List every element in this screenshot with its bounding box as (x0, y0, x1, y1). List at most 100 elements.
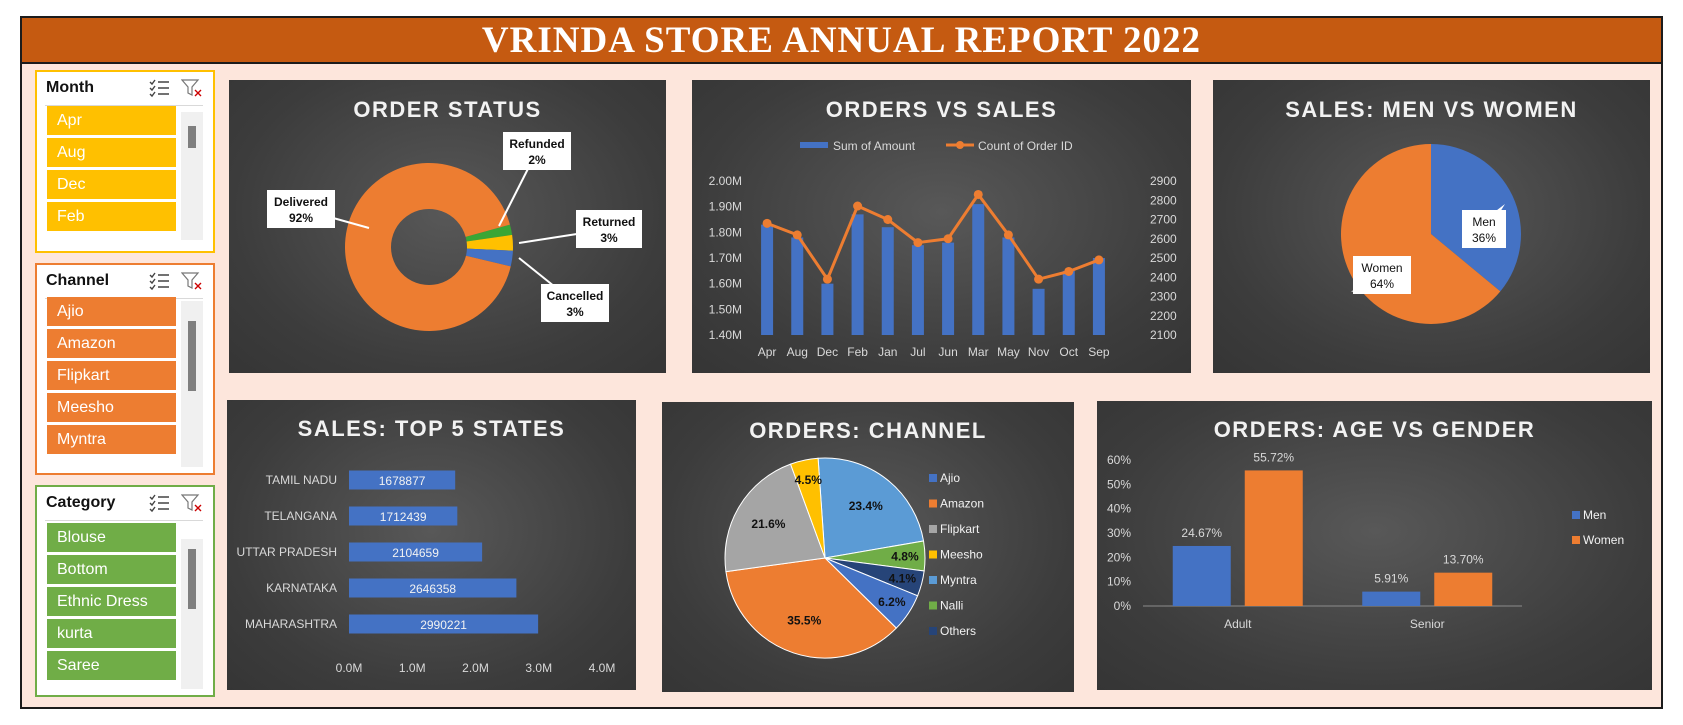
data-label: 1712439 (380, 510, 427, 524)
x-tick: Nov (1028, 345, 1049, 359)
y-left-tick: 1.40M (709, 328, 742, 342)
slicer-item-flipkart[interactable]: Flipkart (47, 361, 176, 390)
category-slicer: Category Blouse Bottom Ethnic Dress kurta Sa… (35, 485, 215, 697)
x-tick: Jan (878, 345, 897, 359)
slice-amazon (725, 557, 898, 659)
report-banner: VRINDA STORE ANNUAL REPORT 2022 (22, 18, 1661, 64)
chart-title: SALES: MEN VS WOMEN (1285, 97, 1578, 122)
channel-chart: 23.4% 4.8% 4.1% 6.2% 35.5% 21.6% 4.5% Ajio Amazo… (724, 457, 984, 659)
y-right-tick: 2700 (1150, 213, 1177, 227)
slicer-item-meesho[interactable]: Meesho (47, 393, 176, 422)
y-right-tick: 2200 (1150, 309, 1177, 323)
slicer-item-amazon[interactable]: Amazon (47, 329, 176, 358)
x-tick: 3.0M (525, 661, 552, 675)
y-tick-telangana: TELANGANA (264, 509, 337, 523)
y-left-tick: 2.00M (709, 174, 742, 188)
data-label: 24.67% (1181, 526, 1222, 540)
callout-box (1353, 256, 1411, 294)
bar-aug (791, 237, 804, 335)
y-tick: 60% (1107, 453, 1131, 467)
callout-box (576, 210, 642, 248)
slicer-item-bottom[interactable]: Bottom (47, 555, 176, 584)
month-slicer: Month Apr Aug Dec Feb (35, 70, 215, 253)
bar-mar (972, 204, 985, 335)
bar-adult-men (1172, 545, 1231, 606)
x-tick: Adult (1224, 617, 1252, 631)
line-point-feb (853, 201, 863, 211)
report-title: VRINDA STORE ANNUAL REPORT 2022 (481, 19, 1202, 61)
callout-box (503, 132, 571, 170)
data-label-value: 2% (528, 153, 546, 167)
data-label: 13.70% (1443, 553, 1484, 567)
age-gender-chart: 0% 10% 20% 30% 40% 50% 60% 24.67% 55.72% Adult 5.9… (1107, 450, 1624, 631)
orders-vs-sales-chart: Sum of Amount Count of Order ID 1.40M 1.50M… (709, 139, 1177, 359)
multi-select-icon[interactable] (149, 78, 171, 98)
bar-senior-women (1434, 572, 1493, 606)
data-label: 55.72% (1253, 450, 1294, 464)
legend-label-women: Women (1583, 533, 1624, 547)
legend-label-others: Others (940, 624, 976, 638)
clear-filter-icon[interactable] (181, 78, 203, 98)
bar-telangana (349, 506, 458, 526)
slicer-item-saree[interactable]: Saree (47, 651, 176, 680)
month-slicer-scrollbar[interactable] (181, 112, 203, 240)
data-label-name: Delivered (274, 195, 328, 209)
month-slicer-scroll-thumb[interactable] (188, 126, 196, 148)
bar-karnataka (349, 578, 517, 598)
channel-slicer-scroll-thumb[interactable] (188, 321, 196, 391)
legend-swatch-bars (800, 142, 828, 148)
slicer-item-ethnic-dress[interactable]: Ethnic Dress (47, 587, 176, 616)
x-tick: Aug (787, 345, 808, 359)
bar-tamil-nadu (349, 470, 456, 490)
data-label-value: 3% (600, 231, 618, 245)
bar-senior-men (1362, 591, 1421, 606)
y-tick-maharashtra: MAHARASHTRA (245, 617, 337, 631)
category-slicer-scrollbar[interactable] (181, 539, 203, 689)
legend-swatch-meesho (929, 550, 937, 559)
data-label-others: 4.1% (889, 571, 917, 585)
orders-vs-sales-panel: ORDERS VS SALES Sum of Amount Count of Or… (692, 80, 1191, 373)
bar-nov (1032, 288, 1045, 335)
slicer-item-apr[interactable]: Apr (47, 106, 176, 135)
multi-select-icon[interactable] (149, 493, 171, 513)
bar-sep (1092, 258, 1105, 335)
bar-jun (942, 242, 955, 335)
clear-filter-icon[interactable] (181, 493, 203, 513)
slicer-item-myntra[interactable]: Myntra (47, 425, 176, 454)
multi-select-icon[interactable] (149, 271, 171, 291)
clear-filter-icon[interactable] (181, 271, 203, 291)
slice-cancelled (465, 248, 513, 267)
y-right-tick: 2900 (1150, 174, 1177, 188)
legend-label-ajio: Ajio (940, 471, 960, 485)
category-slicer-title: Category (46, 494, 116, 511)
order-status-chart: Refunded 2% Returned 3% Cancelled 3% Delivered… (267, 132, 642, 331)
legend-swatch-nalli (929, 601, 937, 610)
legend-swatch-amazon (929, 499, 937, 508)
y-right-tick: 2400 (1150, 270, 1177, 284)
line-point-apr (762, 218, 772, 228)
data-label: 5.91% (1374, 572, 1408, 586)
y-left-tick: 1.70M (709, 251, 742, 265)
slicer-item-dec[interactable]: Dec (47, 170, 176, 199)
line-point-dec (822, 274, 832, 284)
data-label-name: Cancelled (547, 289, 604, 303)
slice-refunded (465, 224, 513, 242)
slicer-item-kurta[interactable]: kurta (47, 619, 176, 648)
data-label-name: Women (1361, 261, 1402, 275)
x-tick: May (997, 345, 1020, 359)
slice-returned (466, 234, 513, 251)
slicer-item-blouse[interactable]: Blouse (47, 523, 176, 552)
data-label-nalli: 4.8% (891, 549, 919, 563)
men-vs-women-chart: Men 36% Women 64% (1341, 144, 1521, 324)
data-label: 2104659 (392, 546, 439, 560)
data-label: 1678877 (379, 474, 426, 488)
x-tick: Sep (1088, 345, 1110, 359)
slicer-item-feb[interactable]: Feb (47, 202, 176, 231)
category-slicer-scroll-thumb[interactable] (188, 549, 196, 609)
slicer-item-aug[interactable]: Aug (47, 138, 176, 167)
x-tick: Mar (968, 345, 989, 359)
data-label-value: 64% (1370, 277, 1394, 291)
legend-swatch-others (929, 627, 937, 635)
channel-slicer-title: Channel (46, 272, 110, 289)
slicer-item-ajio[interactable]: Ajio (47, 297, 176, 326)
